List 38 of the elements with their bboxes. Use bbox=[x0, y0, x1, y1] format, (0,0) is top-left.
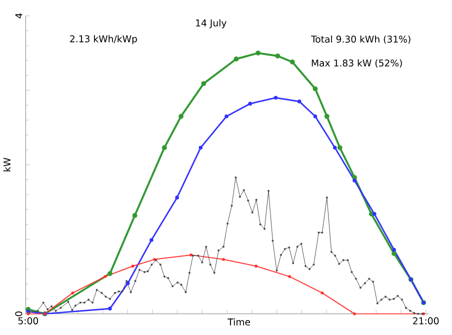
point bbox=[150, 238, 154, 242]
point bbox=[313, 114, 318, 119]
point bbox=[290, 60, 295, 65]
x-axis-title: Time bbox=[228, 318, 250, 326]
point bbox=[248, 102, 252, 106]
x-tick-label: 5:00 bbox=[18, 318, 38, 325]
y-tick-label: 4 bbox=[15, 14, 22, 19]
y-axis-title: kW bbox=[3, 158, 10, 172]
chart-title: 14 July bbox=[196, 20, 226, 29]
point bbox=[126, 282, 130, 286]
point bbox=[312, 86, 318, 92]
point bbox=[224, 114, 228, 119]
point bbox=[332, 146, 337, 150]
point bbox=[162, 145, 167, 150]
point bbox=[274, 96, 278, 100]
point bbox=[297, 100, 302, 104]
point bbox=[198, 146, 203, 150]
point bbox=[256, 50, 261, 56]
point bbox=[132, 213, 138, 218]
point bbox=[108, 306, 112, 311]
point bbox=[178, 114, 184, 120]
point bbox=[175, 196, 179, 200]
point bbox=[392, 248, 396, 252]
point bbox=[392, 251, 396, 256]
y-tick-label: 0 bbox=[15, 312, 22, 316]
annotation: Max 1.83 kW (52%) bbox=[312, 60, 402, 68]
annotation: Total 9.30 kWh (31%) bbox=[310, 36, 410, 44]
point bbox=[337, 145, 342, 150]
x-tick-label: 21:00 bbox=[413, 318, 439, 325]
annotation: 2.13 kWh/kWp bbox=[70, 35, 137, 44]
point bbox=[107, 271, 112, 276]
point bbox=[234, 56, 239, 62]
point bbox=[372, 212, 376, 216]
point bbox=[324, 114, 330, 120]
point bbox=[368, 212, 374, 217]
point bbox=[201, 81, 206, 86]
point bbox=[275, 54, 280, 59]
point bbox=[352, 178, 356, 183]
